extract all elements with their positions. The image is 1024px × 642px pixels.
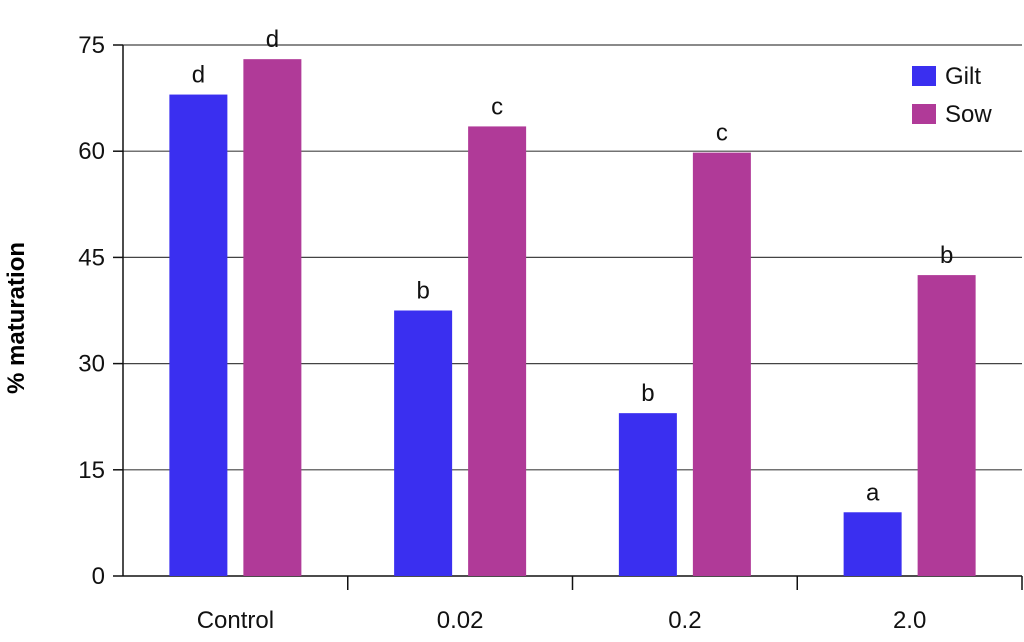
y-tick-label: 0 [92, 563, 105, 590]
bar-label: d [192, 62, 205, 89]
gilt-bar [618, 413, 677, 576]
y-tick-label: 30 [78, 351, 105, 378]
y-axis-label: % maturation [3, 242, 30, 394]
sow-bar [692, 152, 751, 576]
y-tick-label: 15 [78, 457, 105, 484]
legend: Gilt Sow [912, 63, 992, 128]
legend-label-sow: Sow [945, 101, 992, 128]
y-tick-labels: 0 15 30 45 60 75 [78, 32, 105, 590]
bars [169, 59, 976, 577]
bar-label: b [641, 380, 654, 407]
bar-significance-labels: d d b c b c a b [192, 26, 954, 506]
legend-swatch-gilt [912, 66, 936, 86]
sow-bar [917, 275, 976, 576]
bar-label: a [866, 479, 880, 506]
sow-bar [243, 59, 302, 577]
gilt-bar [394, 310, 453, 576]
x-tick-label: Control [197, 607, 274, 634]
gilt-bar [169, 94, 228, 576]
bar-label: b [940, 242, 953, 269]
legend-swatch-sow [912, 104, 936, 124]
y-tick-label: 45 [78, 244, 105, 271]
x-tick-label: 0.2 [668, 607, 701, 634]
gilt-bar [843, 512, 902, 576]
x-tick-label: 0.02 [437, 607, 484, 634]
x-tick-label: 2.0 [893, 607, 926, 634]
y-tick-label: 75 [78, 32, 105, 59]
x-tick-labels: Control 0.02 0.2 2.0 [197, 607, 927, 634]
bar-label: c [491, 93, 503, 120]
bar-label: d [266, 26, 279, 53]
y-tick-label: 60 [78, 138, 105, 165]
legend-label-gilt: Gilt [945, 63, 981, 90]
bar-label: c [716, 120, 728, 147]
bar-label: b [416, 278, 429, 305]
sow-bar [468, 126, 527, 577]
